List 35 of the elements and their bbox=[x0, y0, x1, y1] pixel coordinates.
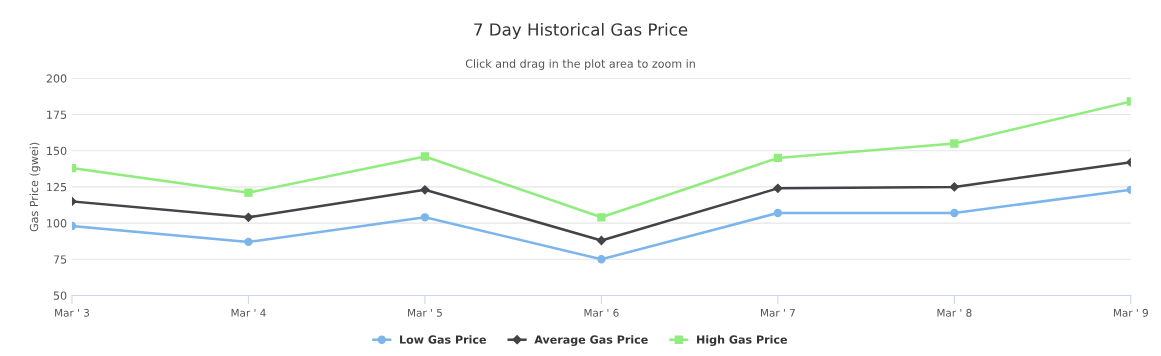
point bbox=[597, 213, 606, 222]
point bbox=[773, 153, 783, 163]
chart-title: 7 Day Historical Gas Price bbox=[474, 22, 688, 40]
point bbox=[420, 213, 430, 222]
y-tick-label: 100 bbox=[47, 219, 67, 228]
chart-subtitle: Click and drag in the plot area to zoom in bbox=[465, 59, 695, 70]
x-tick-label: Mar ' 7 bbox=[761, 309, 795, 317]
legend-label: Low Gas Price bbox=[400, 335, 486, 344]
point bbox=[244, 237, 253, 247]
y-tick-label: 200 bbox=[46, 74, 67, 83]
x-tick-label: Mar ' 5 bbox=[408, 309, 442, 317]
legend-label: High Gas Price bbox=[697, 335, 787, 346]
point bbox=[773, 208, 783, 218]
y-axis-title: Gas Price (gwei) bbox=[29, 142, 41, 232]
x-tick-label: Mar ' 8 bbox=[937, 308, 972, 317]
x-tick-label: Mar ' 3 bbox=[55, 308, 90, 317]
point bbox=[596, 235, 607, 246]
point bbox=[420, 152, 430, 161]
y-tick-label: 150 bbox=[47, 146, 67, 156]
y-tick-label: 75 bbox=[53, 255, 67, 264]
x-tick-label: Mar ' 9 bbox=[1113, 308, 1148, 317]
point bbox=[950, 208, 959, 218]
point bbox=[949, 182, 959, 192]
point bbox=[950, 139, 959, 148]
legend-label: Average Gas Price bbox=[534, 335, 648, 346]
x-tick-label: Mar ' 4 bbox=[231, 309, 266, 317]
y-tick-label: 50 bbox=[53, 291, 67, 300]
y-tick-label: 175 bbox=[47, 110, 67, 119]
point bbox=[244, 188, 253, 197]
point bbox=[597, 255, 606, 264]
point bbox=[243, 212, 254, 222]
point bbox=[773, 183, 783, 193]
point bbox=[420, 185, 430, 195]
x-tick-label: Mar ' 6 bbox=[584, 308, 619, 317]
y-tick-label: 125 bbox=[47, 182, 67, 192]
